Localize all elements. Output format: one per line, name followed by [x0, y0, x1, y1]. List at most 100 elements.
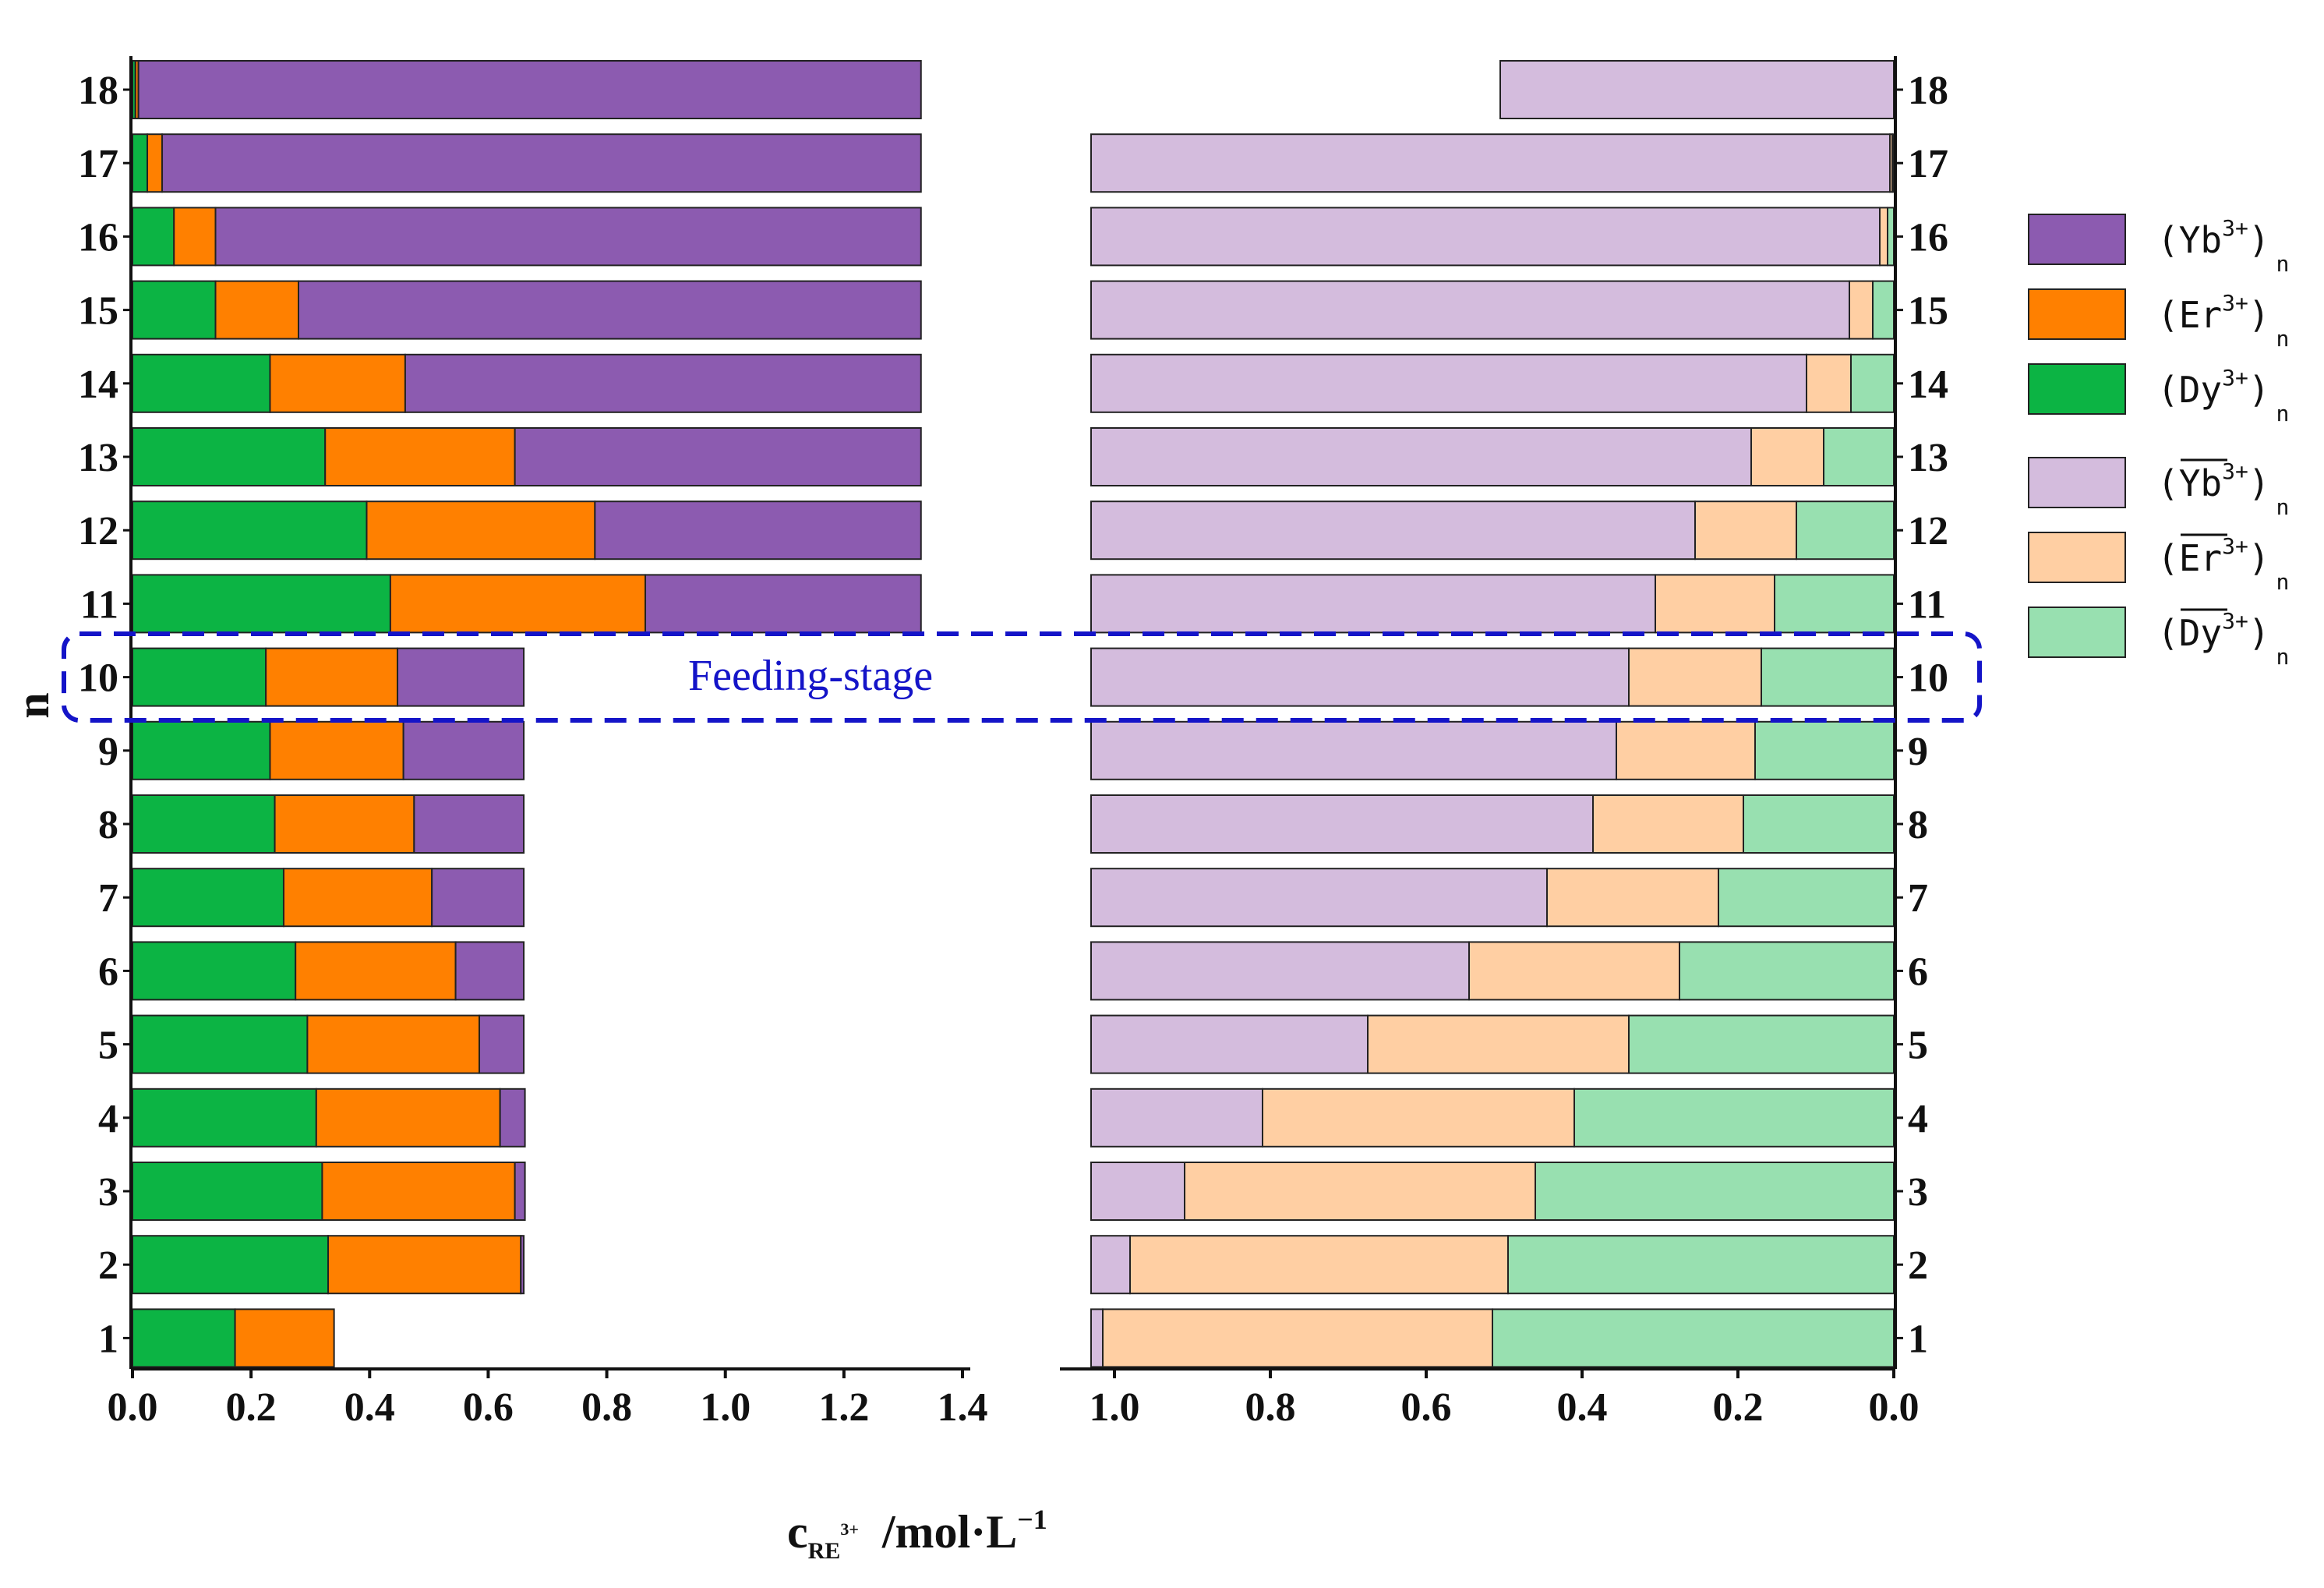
bar-left-er-17	[147, 133, 164, 193]
bar-left-yb-14	[404, 353, 922, 413]
left-x-tick-label: 0.4	[344, 1385, 395, 1430]
right-x-tick-label: 1.0	[1090, 1385, 1140, 1430]
x-axis-title-subscript: RE	[808, 1538, 841, 1564]
right-category-label: 13	[1908, 436, 1948, 480]
bar-right-yb-bar-13	[1090, 427, 1752, 486]
left-x-tick-label: 0.6	[463, 1385, 514, 1430]
bar-left-yb-8	[413, 794, 525, 854]
bar-right-dy-bar-11	[1774, 574, 1895, 634]
left-category-label: 8	[98, 803, 118, 847]
right-category-label: 16	[1908, 215, 1948, 260]
bar-right-dy-bar-8	[1743, 794, 1895, 854]
left-category-label: 10	[78, 656, 118, 701]
bar-right-dy-bar-13	[1823, 427, 1895, 486]
bar-left-yb-9	[402, 720, 525, 780]
bar-left-dy-2	[132, 1235, 330, 1295]
bar-right-yb-bar-4	[1090, 1088, 1263, 1148]
bar-left-er-14	[269, 353, 406, 413]
bar-left-er-9	[269, 720, 404, 780]
bar-right-yb-bar-5	[1090, 1014, 1369, 1074]
right-x-tick-label: 0.8	[1245, 1385, 1296, 1430]
bar-left-er-10	[265, 647, 399, 707]
right-x-tick-label: 0.2	[1713, 1385, 1764, 1430]
bar-right-dy-bar-10	[1761, 647, 1895, 707]
bar-left-yb-4	[499, 1088, 526, 1148]
bar-left-er-13	[324, 427, 516, 486]
left-category-label: 1	[98, 1317, 118, 1361]
bar-right-yb-bar-14	[1090, 353, 1807, 413]
bar-right-er-bar-5	[1367, 1014, 1630, 1074]
left-category-label: 13	[78, 436, 118, 480]
right-x-tick-label: 0.0	[1869, 1385, 1920, 1430]
bar-right-er-bar-3	[1184, 1162, 1536, 1221]
left-x-tick-label: 1.2	[818, 1385, 869, 1430]
right-x-tick-label: 0.4	[1557, 1385, 1608, 1430]
feeding-stage-box	[62, 631, 1982, 723]
x-axis-title-subscript-sup: 3+	[840, 1519, 859, 1539]
legend-label-yb-bar: (Yb3+)n	[2157, 458, 2289, 520]
x-axis-title-unit: /mol·L	[881, 1506, 1017, 1558]
bar-right-dy-bar-7	[1718, 868, 1895, 928]
left-category-label: 18	[78, 69, 118, 113]
bar-left-yb-17	[161, 133, 922, 193]
bar-right-er-bar-2	[1129, 1235, 1509, 1295]
x-axis-title: cRE3+ /mol·L−1	[787, 1504, 1047, 1564]
bar-left-er-11	[389, 574, 647, 634]
bar-left-er-4	[315, 1088, 501, 1148]
right-category-label: 5	[1908, 1024, 1928, 1068]
bar-right-dy-bar-5	[1628, 1014, 1895, 1074]
left-x-tick-label: 1.0	[700, 1385, 751, 1430]
y-axis-title: n	[7, 692, 58, 718]
left-x-ticks: 0.0 0.2 0.4 0.6 0.8 1.0 1.2 1.4	[108, 1369, 988, 1430]
bar-left-dy-14	[132, 353, 271, 413]
bar-left-dy-15	[132, 280, 217, 340]
right-category-label: 6	[1908, 950, 1928, 994]
bar-left-yb-6	[454, 941, 525, 1001]
bar-left-dy-6	[132, 941, 297, 1001]
bar-left-er-3	[321, 1162, 516, 1221]
x-axis-title-unit-sup: −1	[1017, 1504, 1047, 1535]
bar-right-dy-bar-9	[1754, 720, 1895, 780]
bar-left-er-7	[282, 868, 433, 928]
left-category-label: 5	[98, 1024, 118, 1068]
bar-left-yb-12	[594, 500, 922, 561]
left-category-label: 9	[98, 730, 118, 774]
left-x-tick-label: 1.4	[938, 1385, 988, 1430]
right-category-label: 18	[1908, 69, 1948, 113]
bar-left-dy-16	[132, 207, 175, 267]
bar-right-dy-bar-3	[1535, 1162, 1895, 1221]
right-category-label: 11	[1908, 582, 1946, 627]
bar-left-yb-15	[298, 280, 922, 340]
bar-right-dy-bar-15	[1872, 280, 1895, 340]
left-category-label: 2	[98, 1243, 118, 1288]
bar-left-dy-3	[132, 1162, 323, 1221]
bar-right-yb-bar-6	[1090, 941, 1470, 1001]
legend-swatch-yb	[2028, 214, 2126, 265]
legend-swatch-dy-bar	[2028, 607, 2126, 658]
feeding-stage-label: Feeding-stage	[688, 652, 933, 700]
left-category-label: 6	[98, 950, 118, 994]
left-category-label: 14	[78, 363, 118, 407]
bar-right-er-bar-16	[1879, 207, 1888, 267]
bar-left-dy-8	[132, 794, 276, 854]
bar-left-er-6	[295, 941, 457, 1001]
bar-left-dy-4	[132, 1088, 317, 1148]
bar-right-er-bar-14	[1806, 353, 1852, 413]
bar-right-er-bar-1	[1102, 1308, 1493, 1368]
bar-left-dy-10	[132, 647, 267, 707]
bar-right-yb-bar-1	[1090, 1308, 1104, 1368]
right-x-tick-label: 0.6	[1401, 1385, 1452, 1430]
bar-left-dy-5	[132, 1014, 309, 1074]
legend-swatch-er	[2028, 288, 2126, 340]
right-panel-bars	[1090, 60, 1895, 1368]
bar-left-dy-11	[132, 574, 391, 634]
bar-left-er-2	[327, 1235, 522, 1295]
right-category-label: 14	[1908, 363, 1948, 407]
bar-left-yb-2	[520, 1235, 525, 1295]
right-category-label: 7	[1908, 876, 1928, 921]
left-category-label: 15	[78, 289, 118, 334]
bar-right-er-bar-13	[1750, 427, 1824, 486]
legend-label-er-bar: (Er3+)n	[2157, 533, 2289, 595]
